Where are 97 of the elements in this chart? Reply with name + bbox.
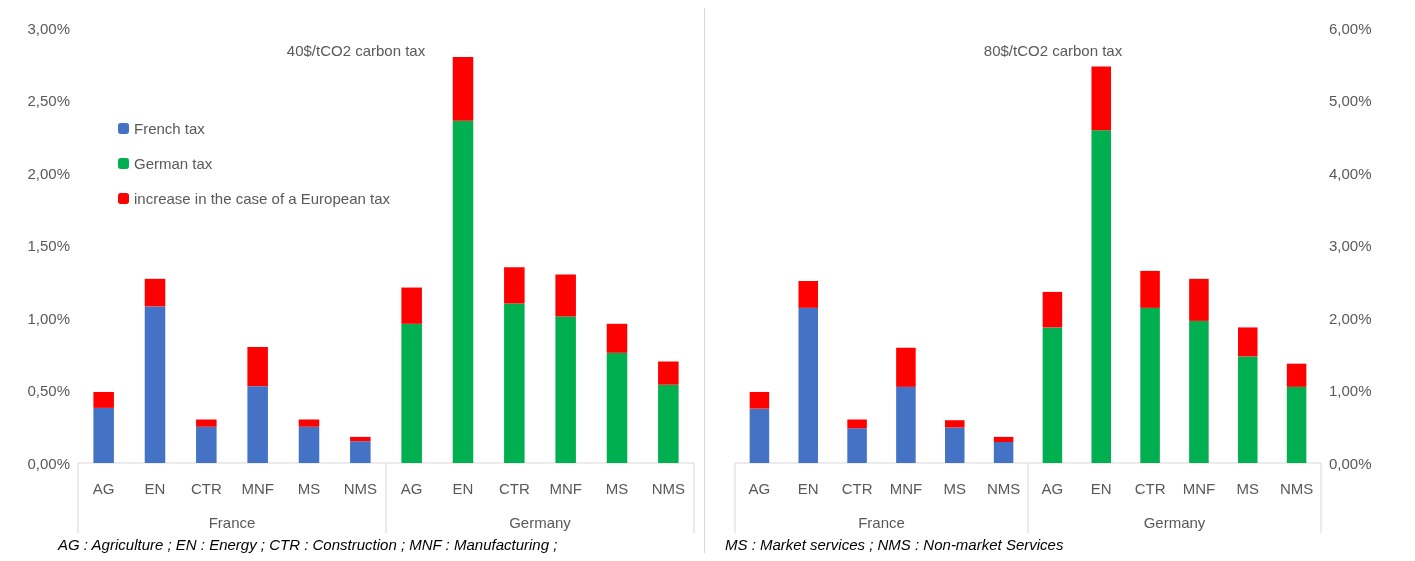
text: 40$/tCO2 carbon tax: [286, 42, 426, 59]
x-tick-label: MS: [1236, 480, 1259, 497]
text: Germany: [1143, 514, 1206, 531]
x-tick-label: EN: [1090, 480, 1112, 497]
x-tick-label: MNF: [241, 480, 274, 497]
bar: [1091, 66, 1112, 131]
y2-tick-label: 1,00%: [1329, 382, 1372, 399]
bar: [993, 441, 1014, 463]
x-tick-label: AG: [748, 480, 771, 497]
x-tick-label: CTR: [841, 480, 873, 497]
bar: [452, 57, 474, 121]
y-tick-label: 1,00%: [27, 309, 70, 327]
x-tick-label: NMS: [343, 480, 378, 497]
text: 80$/tCO2 carbon tax: [983, 42, 1123, 59]
bar: [144, 306, 166, 463]
x-tick-label: MS: [605, 480, 629, 497]
bar: [1042, 291, 1063, 328]
x-tick-label: MS: [297, 480, 321, 497]
bar: [798, 307, 819, 463]
x-tick-label: CTR: [498, 480, 530, 497]
y-tick-label: 0,50%: [27, 382, 70, 399]
bar: [504, 303, 525, 463]
y2-tick-label: 4,00%: [1329, 164, 1372, 182]
x-tick-label: NMS: [651, 480, 686, 497]
bar: [1237, 327, 1258, 357]
bar: [1091, 130, 1112, 463]
text: France: [858, 514, 905, 531]
legend-label: French tax: [134, 120, 206, 137]
bar: [1140, 307, 1160, 463]
y2-tick-label: 5,00%: [1329, 92, 1372, 109]
text: MS : Market services ; NMS : Non-market Services: [725, 536, 1064, 553]
bar: [350, 441, 371, 463]
bar: [1286, 386, 1307, 463]
x-tick-label: EN: [797, 480, 819, 497]
bar: [350, 436, 371, 442]
x-tick-label: EN: [144, 480, 166, 497]
bar: [658, 361, 679, 385]
bar: [749, 391, 770, 409]
bar: [555, 316, 576, 463]
x-tick-label: CTR: [190, 480, 222, 497]
bar: [896, 347, 916, 387]
bar: [944, 420, 965, 428]
bar: [896, 386, 916, 463]
legend-label: German tax: [134, 155, 213, 172]
bar: [606, 352, 628, 463]
bar: [93, 391, 114, 408]
bar: [1189, 278, 1209, 321]
x-tick-label: AG: [1041, 480, 1064, 497]
bar: [247, 347, 268, 387]
bar: [847, 419, 867, 429]
bar: [144, 278, 166, 307]
y-tick-label: 2,50%: [27, 92, 70, 109]
bar: [993, 436, 1014, 442]
x-tick-label: NMS: [986, 480, 1021, 497]
y-tick-label: 2,00%: [27, 164, 70, 182]
text: France: [208, 514, 256, 531]
text: Germany: [509, 514, 572, 531]
bar: [401, 323, 422, 463]
bar: [749, 408, 770, 463]
bar: [1286, 363, 1307, 387]
bar: [452, 120, 474, 463]
bar: [247, 386, 268, 463]
x-tick-label: MNF: [1182, 480, 1216, 497]
bar: [1042, 327, 1063, 463]
x-tick-label: MNF: [549, 480, 582, 497]
bar: [658, 384, 679, 463]
bar: [798, 281, 819, 308]
y2-tick-label: 2,00%: [1329, 309, 1372, 327]
y-tick-label: 0,00%: [27, 454, 70, 472]
y-tick-label: 1,50%: [27, 237, 70, 254]
bar: [196, 419, 217, 427]
x-tick-label: CTR: [1134, 480, 1166, 497]
bar: [298, 426, 320, 463]
x-tick-label: EN: [452, 480, 474, 497]
bar: [606, 323, 628, 353]
y-tick-label: 3,00%: [27, 19, 70, 37]
y2-tick-label: 6,00%: [1329, 19, 1372, 37]
x-tick-label: AG: [400, 480, 423, 497]
x-tick-label: MNF: [889, 480, 923, 497]
y2-tick-label: 0,00%: [1329, 454, 1372, 472]
bar: [298, 419, 320, 427]
bar: [401, 287, 422, 324]
bar: [944, 427, 965, 463]
x-tick-label: NMS: [1279, 480, 1314, 497]
text: AG : Agriculture ; EN : Energy ; CTR : Construction ; MNF : Manufacturing ;: [57, 536, 558, 553]
bar: [555, 274, 576, 317]
bar: [1189, 320, 1209, 463]
bar: [847, 428, 867, 463]
bar: [1140, 270, 1160, 308]
bar: [1237, 356, 1258, 463]
bar: [504, 267, 525, 304]
y2-tick-label: 3,00%: [1329, 237, 1372, 254]
x-tick-label: AG: [92, 480, 115, 497]
legend-label: increase in the case of a European tax: [134, 190, 391, 207]
bar: [196, 426, 217, 463]
bar: [93, 407, 114, 463]
x-tick-label: MS: [943, 480, 966, 497]
